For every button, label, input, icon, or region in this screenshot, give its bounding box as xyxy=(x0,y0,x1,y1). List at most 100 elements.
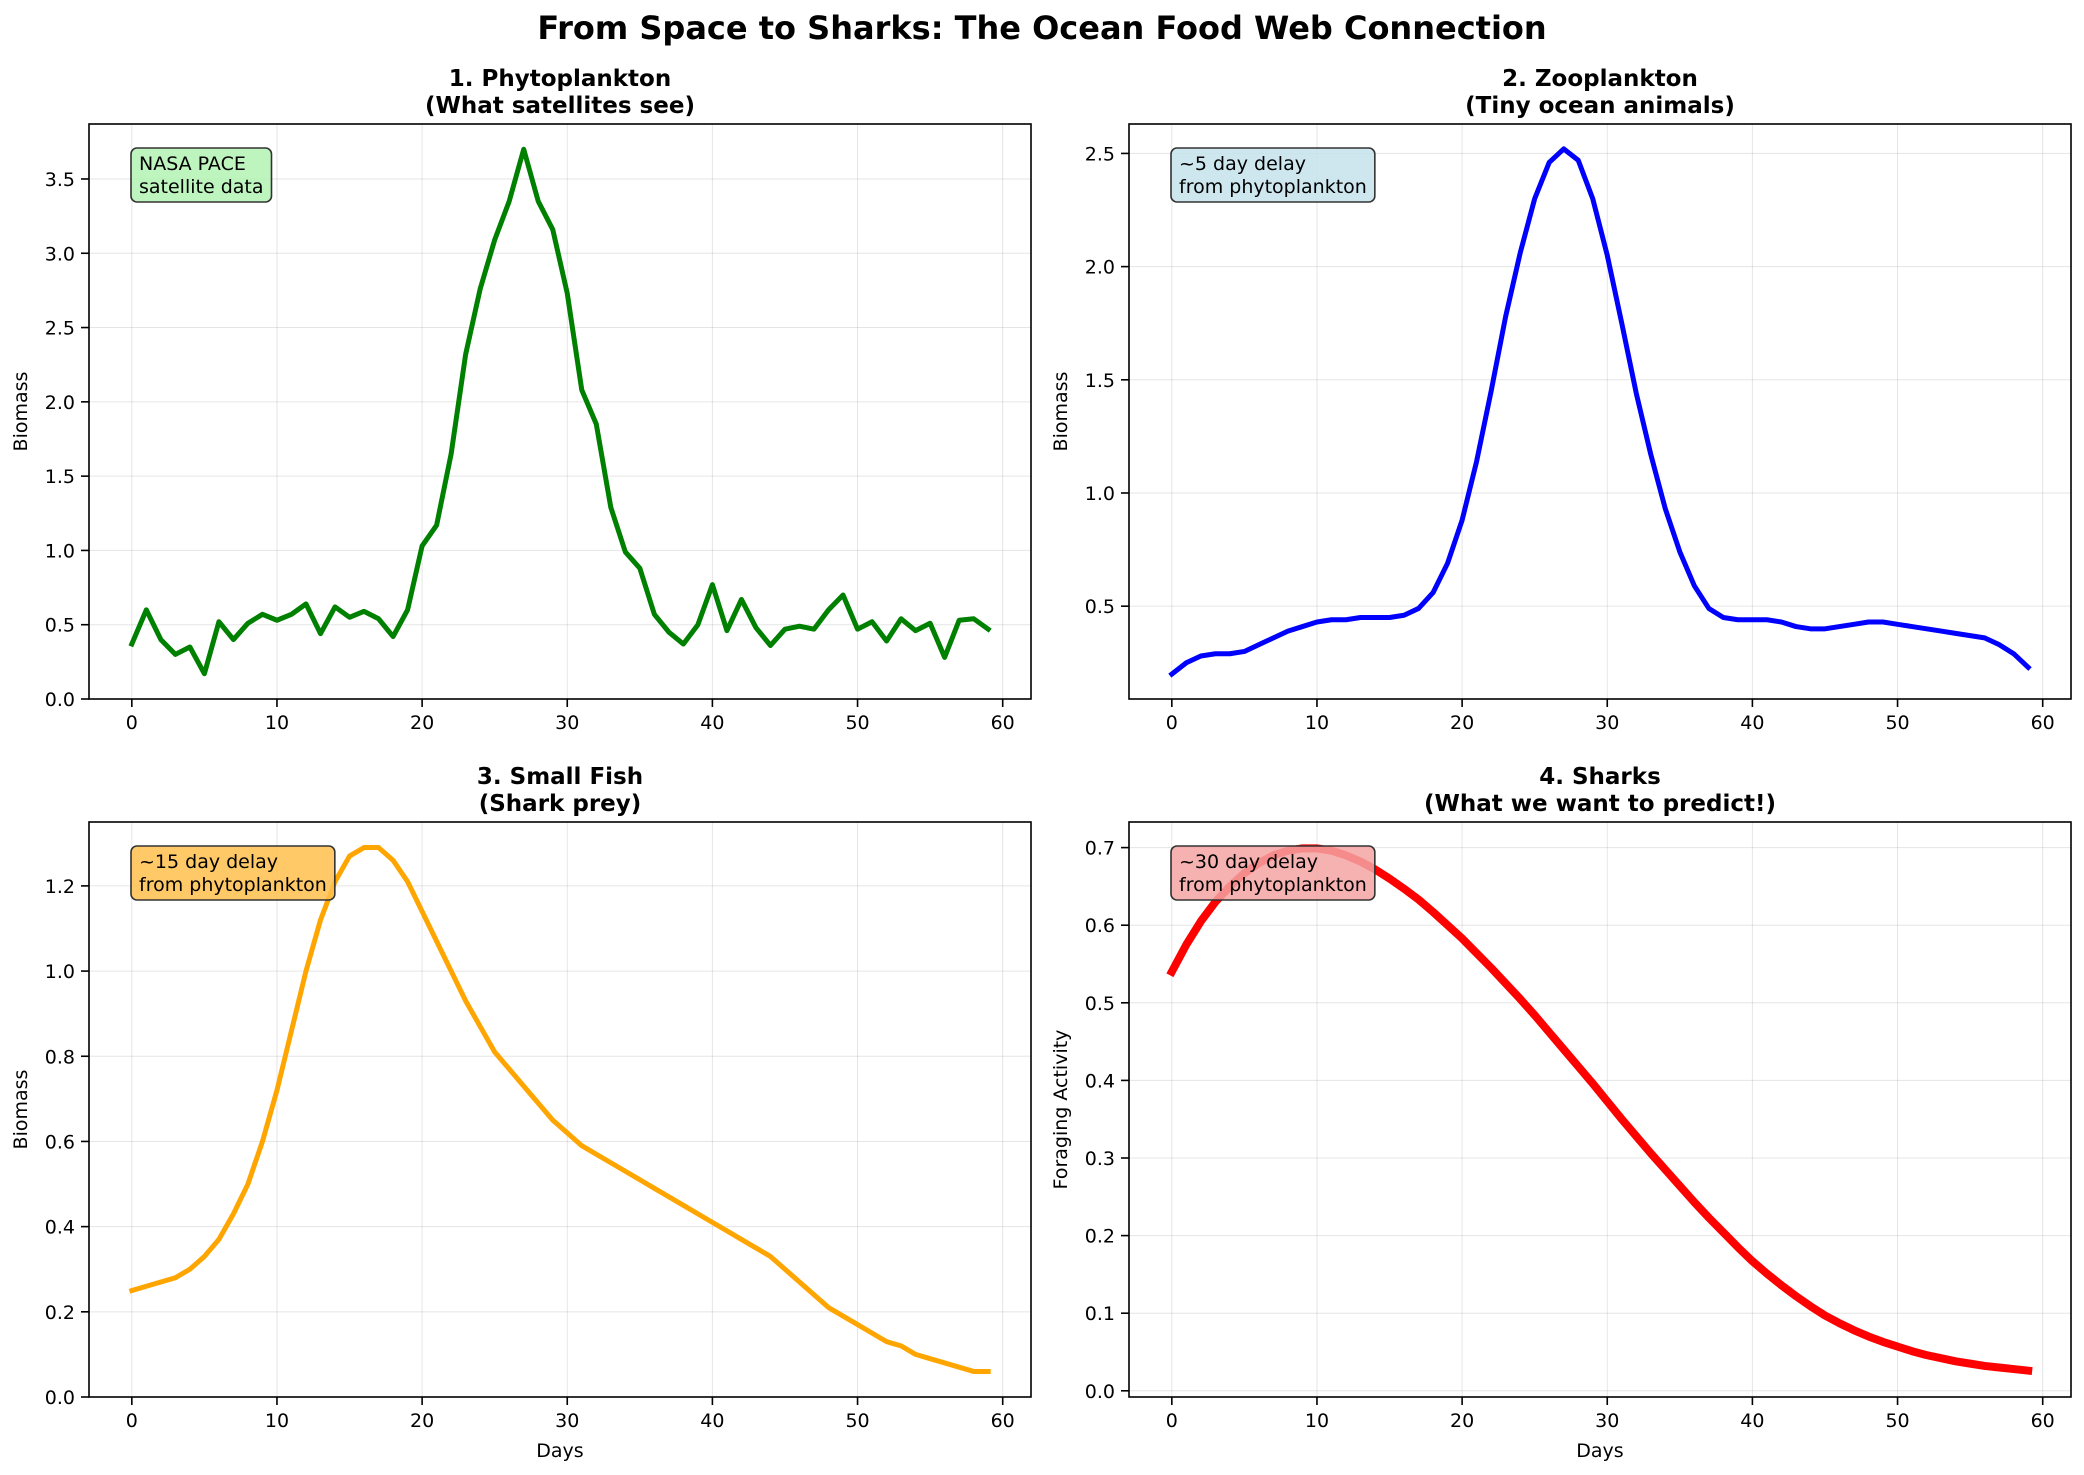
x-tick-label: 0 xyxy=(1166,1410,1178,1432)
subplot-subtitle: (What we want to predict!) xyxy=(1424,791,1776,817)
y-tick-label: 1.0 xyxy=(1085,483,1115,505)
y-tick-label: 2.0 xyxy=(1085,257,1115,279)
x-tick-label: 50 xyxy=(845,1410,869,1432)
x-tick-label: 50 xyxy=(1885,712,1909,734)
y-tick-label: 0.2 xyxy=(1085,1226,1115,1248)
y-tick-label: 1.0 xyxy=(45,540,75,562)
y-tick-label: 0.4 xyxy=(1085,1070,1115,1092)
subplot-title: 4. Sharks xyxy=(1539,764,1661,790)
y-tick-label: 0.5 xyxy=(45,615,75,637)
subplot-subtitle: (Tiny ocean animals) xyxy=(1465,93,1735,119)
y-tick-label: 1.5 xyxy=(1085,370,1115,392)
y-tick-label: 0.4 xyxy=(45,1217,75,1239)
annotation-text: from phytoplankton xyxy=(139,874,327,896)
x-tick-label: 60 xyxy=(2031,712,2055,734)
y-tick-label: 1.2 xyxy=(45,876,75,898)
annotation-text: NASA PACE xyxy=(139,153,246,175)
figure-title: From Space to Sharks: The Ocean Food Web… xyxy=(537,9,1547,47)
x-tick-label: 60 xyxy=(991,1410,1015,1432)
annotation-background xyxy=(1170,845,1376,901)
annotation-background xyxy=(1170,147,1376,203)
subplot-2: 0 10 20 30 40 50 60 0.5 1.0 1.5 2.0 2.5 2. Zooplankt… xyxy=(1050,66,2072,734)
subplot-4: 0 10 20 30 40 50 60 0.0 0.1 0.2 0.3 0.4 0.5 0.6 0.7 4. … xyxy=(1050,764,2072,1462)
y-tick-label: 1.5 xyxy=(45,466,75,488)
x-tick-label: 40 xyxy=(1740,1410,1764,1432)
subplot-subtitle: (What satellites see) xyxy=(425,93,695,119)
x-tick-label: 0 xyxy=(1166,712,1178,734)
y-tick-label: 0.2 xyxy=(45,1302,75,1324)
series-line-1 xyxy=(1168,146,2032,678)
x-tick-label: 30 xyxy=(1595,712,1619,734)
subplot-title: 2. Zooplankton xyxy=(1502,66,1698,92)
y-tick-label: 0.0 xyxy=(1085,1381,1115,1403)
x-tick-label: 40 xyxy=(700,712,724,734)
y-tick-label: 0.6 xyxy=(45,1131,75,1153)
y-axis-label: Biomass xyxy=(10,372,32,452)
series-line-1 xyxy=(128,146,992,677)
plot-frame xyxy=(88,123,1032,700)
subplot-title: 1. Phytoplankton xyxy=(449,66,671,92)
subplot-1: 0 10 20 30 40 50 60 0.0 0.5 1.0 1.5 2.0 2.5 3.0 3.5 1. … xyxy=(10,66,1032,734)
y-tick-label: 2.5 xyxy=(45,318,75,340)
y-axis-label: Biomass xyxy=(10,1070,32,1150)
x-tick-label: 60 xyxy=(2031,1410,2055,1432)
annotation-text: satellite data xyxy=(139,176,264,198)
x-tick-label: 30 xyxy=(555,1410,579,1432)
x-tick-label: 0 xyxy=(126,712,138,734)
y-tick-label: 3.0 xyxy=(45,243,75,265)
y-tick-label: 0.5 xyxy=(1085,993,1115,1015)
y-tick-label: 0.1 xyxy=(1085,1303,1115,1325)
plot-frame xyxy=(88,821,1032,1398)
y-axis-label: Biomass xyxy=(1050,372,1072,452)
annotation-text: ~30 day delay xyxy=(1179,851,1318,873)
x-tick-label: 30 xyxy=(555,712,579,734)
annotation-background xyxy=(130,845,336,901)
series-line-1 xyxy=(128,845,991,1374)
annotation-background xyxy=(130,147,273,203)
plot-frame xyxy=(1128,821,2072,1398)
y-tick-label: 0.0 xyxy=(45,1387,75,1409)
x-tick-label: 60 xyxy=(991,712,1015,734)
series-line-1 xyxy=(1166,844,2033,1376)
subplot-3: 0 10 20 30 40 50 60 0.0 0.2 0.4 0.6 0.8 1.0 1.2 3. Sma… xyxy=(10,764,1032,1462)
annotation-text: ~5 day delay xyxy=(1179,153,1306,175)
y-tick-label: 2.0 xyxy=(45,392,75,414)
x-tick-label: 10 xyxy=(1305,1410,1329,1432)
plot-frame xyxy=(1128,123,2072,700)
y-tick-label: 0.5 xyxy=(1085,596,1115,618)
x-tick-label: 40 xyxy=(1740,712,1764,734)
x-tick-label: 10 xyxy=(265,712,289,734)
y-tick-label: 0.0 xyxy=(45,689,75,711)
y-tick-label: 1.0 xyxy=(45,961,75,983)
x-tick-label: 40 xyxy=(700,1410,724,1432)
x-tick-label: 20 xyxy=(1450,712,1474,734)
y-tick-label: 2.5 xyxy=(1085,143,1115,165)
y-tick-label: 0.8 xyxy=(45,1046,75,1068)
x-axis-label: Days xyxy=(536,1440,583,1462)
y-tick-label: 0.7 xyxy=(1085,838,1115,860)
y-tick-label: 0.6 xyxy=(1085,915,1115,937)
x-tick-label: 20 xyxy=(1450,1410,1474,1432)
subplot-title: 3. Small Fish xyxy=(477,764,643,790)
x-tick-label: 20 xyxy=(410,1410,434,1432)
x-tick-label: 10 xyxy=(1305,712,1329,734)
annotation-text: from phytoplankton xyxy=(1179,176,1367,198)
y-axis-label: Foraging Activity xyxy=(1050,1030,1072,1190)
subplot-subtitle: (Shark prey) xyxy=(479,791,642,817)
x-tick-label: 10 xyxy=(265,1410,289,1432)
x-tick-label: 20 xyxy=(410,712,434,734)
x-axis-label: Days xyxy=(1576,1440,1623,1462)
y-tick-label: 3.5 xyxy=(45,169,75,191)
x-tick-label: 30 xyxy=(1595,1410,1619,1432)
annotation-text: from phytoplankton xyxy=(1179,874,1367,896)
x-tick-label: 50 xyxy=(845,712,869,734)
x-tick-label: 50 xyxy=(1885,1410,1909,1432)
y-tick-label: 0.3 xyxy=(1085,1148,1115,1170)
annotation-text: ~15 day delay xyxy=(139,851,278,873)
x-tick-label: 0 xyxy=(126,1410,138,1432)
